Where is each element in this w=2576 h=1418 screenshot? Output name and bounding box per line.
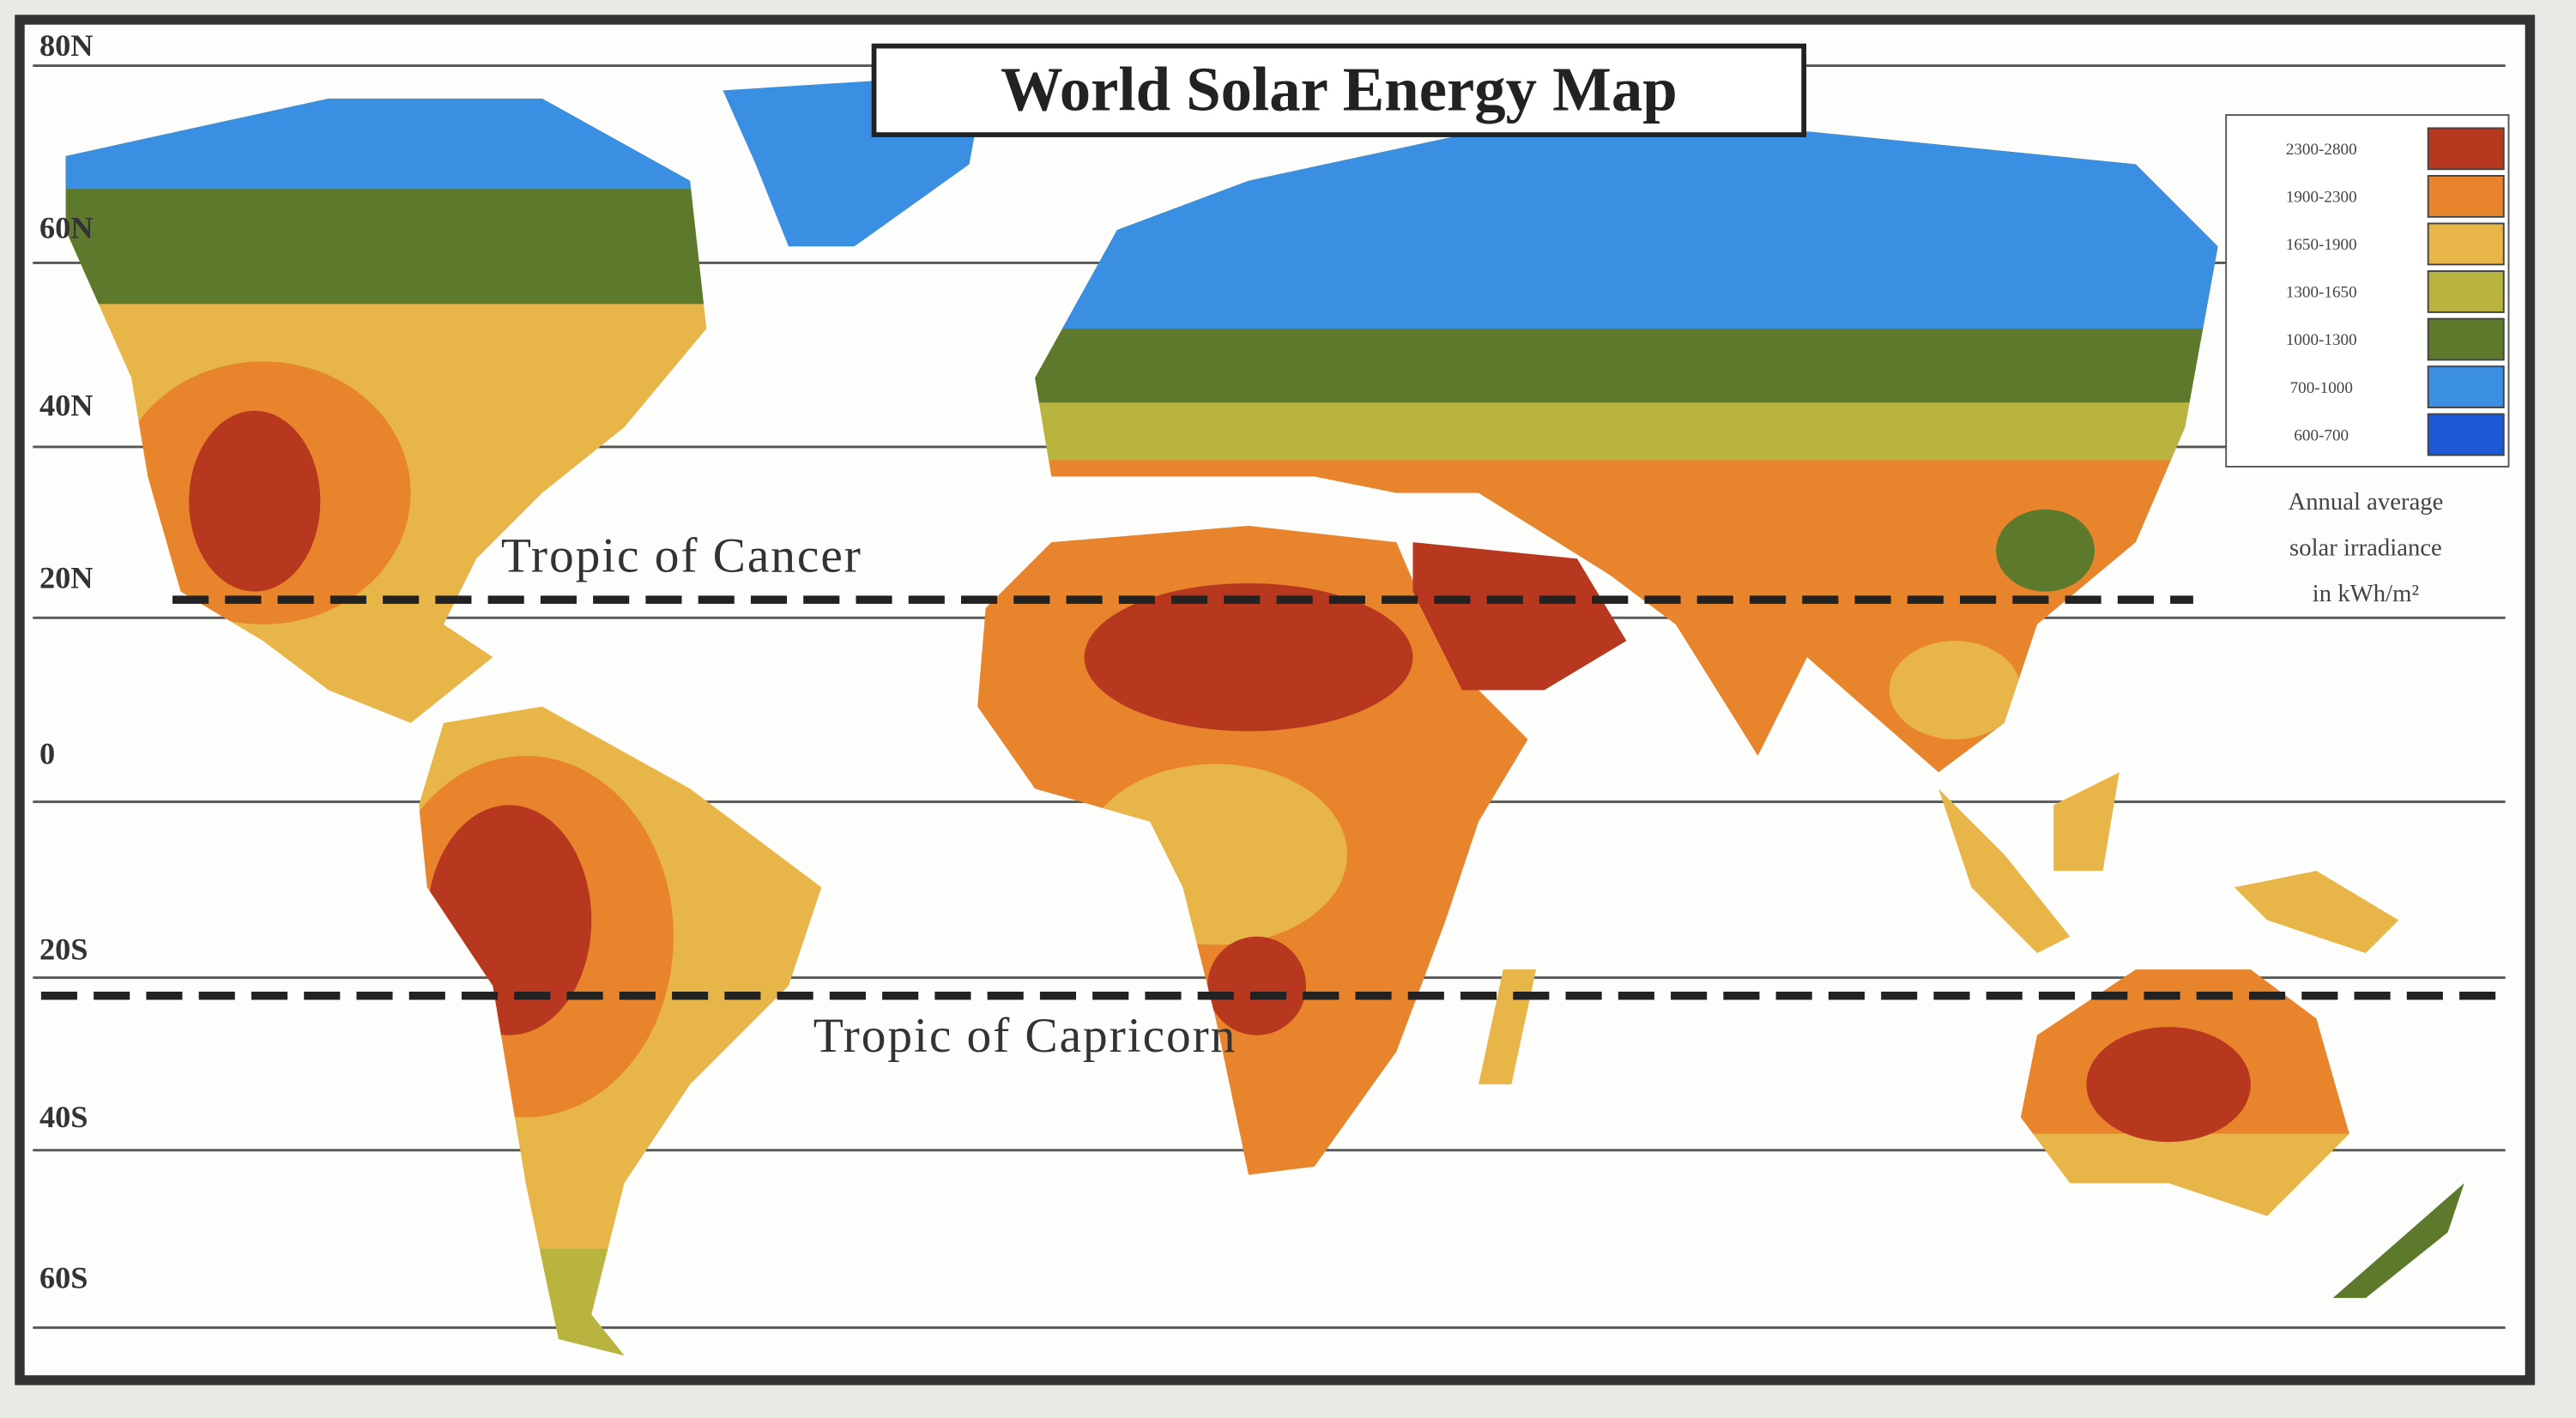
latitude-label: 60S	[39, 1261, 88, 1295]
continents	[65, 74, 2464, 1356]
latitude-label: 80N	[39, 28, 94, 63]
legend-swatch	[2427, 127, 2505, 171]
legend-swatch	[2427, 317, 2505, 361]
legend-swatch	[2427, 174, 2505, 218]
legend-caption: solar irradiance	[2289, 534, 2442, 561]
legend-swatch	[2427, 270, 2505, 313]
legend-label: 2300-2800	[2286, 141, 2357, 159]
legend-caption: in kWh/m²	[2313, 580, 2419, 607]
latitude-label: 0	[39, 737, 55, 771]
latitude-label: 20N	[39, 561, 94, 595]
legend-label: 1000-1300	[2286, 331, 2357, 349]
legend-swatch	[2427, 413, 2505, 456]
legend-swatch	[2427, 222, 2505, 266]
legend-label: 1650-1900	[2286, 236, 2357, 254]
legend-label: 700-1000	[2290, 379, 2353, 397]
tropic-lines	[40, 595, 2506, 1000]
map-title: World Solar Energy Map	[1001, 54, 1678, 124]
latitude-label: 40S	[39, 1100, 88, 1134]
legend-label: 1300-1650	[2286, 284, 2357, 302]
legend-caption: Annual average	[2288, 488, 2443, 516]
tropic-label: Tropic of Capricorn	[813, 1009, 1237, 1063]
legend-label: 1900-2300	[2286, 189, 2357, 207]
legend-label: 600-700	[2294, 426, 2349, 444]
tropic-label: Tropic of Cancer	[501, 529, 862, 583]
latitude-label: 60N	[39, 211, 94, 245]
latitude-label: 40N	[39, 389, 94, 423]
legend-swatch	[2427, 365, 2505, 408]
latitude-label: 20S	[39, 932, 88, 967]
title-box	[871, 43, 1807, 137]
